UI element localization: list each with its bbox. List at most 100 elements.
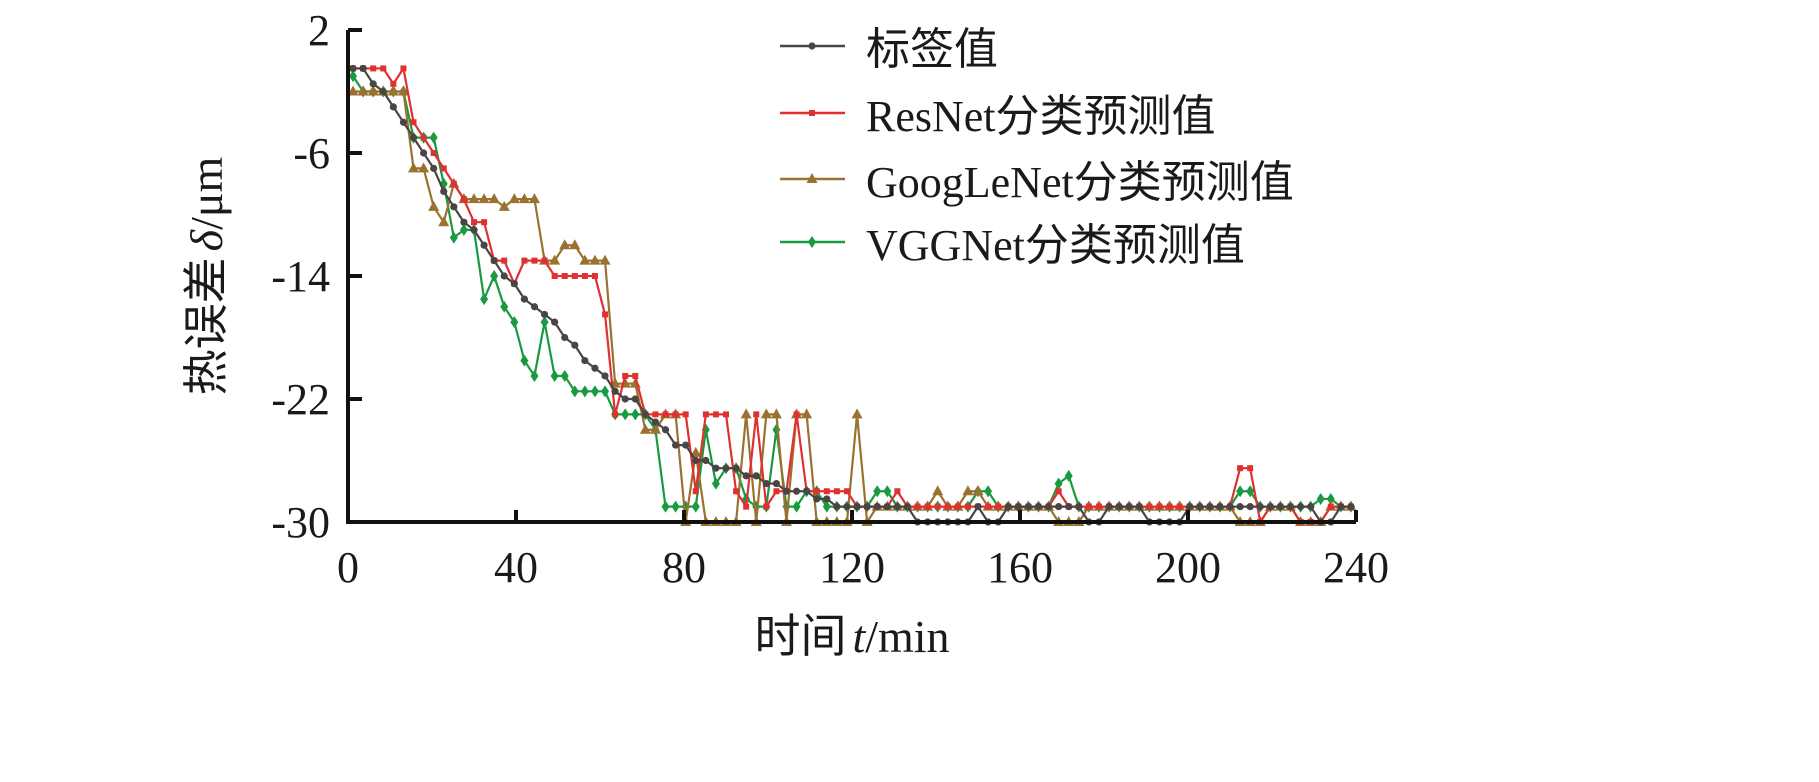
data-point — [893, 503, 901, 511]
data-point — [550, 369, 559, 382]
data-point — [570, 385, 579, 398]
data-point — [742, 472, 750, 480]
data-point — [530, 369, 539, 382]
data-point — [760, 408, 772, 419]
data-point — [1075, 503, 1083, 511]
data-point — [732, 464, 740, 472]
legend-label: GoogLeNet分类预测值 — [866, 158, 1294, 207]
data-point — [1014, 503, 1022, 511]
data-point — [480, 241, 488, 249]
x-tick-label: 160 — [987, 543, 1053, 592]
data-point — [621, 395, 629, 403]
data-point — [1276, 503, 1284, 511]
data-point — [1064, 469, 1073, 482]
data-point — [843, 488, 850, 495]
data-point — [450, 203, 458, 211]
data-point — [490, 270, 499, 282]
data-point — [370, 65, 377, 72]
data-point — [569, 239, 581, 250]
legend: 标签值 ResNet分类预测值 GoogLeNet分类预测值 VGGNet分类预测值 — [780, 25, 1294, 270]
data-point — [1347, 503, 1355, 511]
x-tick-label: 240 — [1323, 543, 1389, 592]
data-point — [571, 341, 579, 349]
legend-item: GoogLeNet分类预测值 — [780, 158, 1294, 207]
data-point — [1004, 503, 1012, 511]
data-point — [508, 193, 520, 204]
data-point — [808, 236, 816, 248]
data-point — [806, 173, 818, 183]
y-tick-label: -22 — [271, 375, 330, 424]
data-point — [459, 223, 468, 236]
data-point — [397, 85, 409, 96]
data-point — [561, 333, 569, 342]
data-point — [712, 464, 720, 472]
data-point — [380, 65, 387, 72]
data-point — [470, 226, 478, 234]
data-point — [1206, 503, 1214, 511]
data-point — [1316, 492, 1325, 505]
data-point — [500, 272, 508, 280]
data-point — [743, 503, 750, 510]
data-point — [440, 187, 448, 196]
data-point — [733, 488, 740, 495]
data-point — [1055, 488, 1062, 495]
data-point — [420, 134, 427, 141]
data-point — [672, 411, 679, 418]
data-point — [652, 411, 659, 418]
data-point — [530, 303, 539, 311]
data-point — [1186, 503, 1194, 511]
data-point — [559, 239, 571, 250]
data-point — [1246, 485, 1255, 498]
data-point — [964, 503, 971, 510]
data-point — [590, 385, 599, 398]
data-point — [349, 70, 358, 83]
data-point — [1236, 503, 1244, 511]
data-point — [813, 488, 820, 495]
data-point — [1286, 503, 1295, 511]
data-point — [972, 485, 984, 496]
data-point — [809, 110, 815, 116]
legend-label: VGGNet分类预测值 — [866, 221, 1245, 270]
data-point — [662, 411, 669, 418]
data-point — [611, 387, 619, 395]
data-point — [1326, 492, 1335, 505]
data-point — [823, 495, 831, 503]
data-point — [639, 423, 651, 434]
data-point — [460, 196, 467, 203]
data-point — [1256, 503, 1264, 511]
y-tick-label: -30 — [271, 498, 330, 547]
data-point — [1085, 503, 1092, 510]
data-point — [944, 503, 951, 510]
ticks: 0 40 80 120 160 200 240 2 -6 -14 -22 -30 — [271, 6, 1389, 592]
data-point — [430, 164, 438, 172]
data-point — [1327, 503, 1334, 510]
data-point — [528, 193, 540, 204]
data-point — [934, 503, 941, 510]
data-point — [440, 165, 447, 172]
data-point — [914, 503, 921, 510]
data-point — [661, 426, 670, 434]
data-point — [622, 372, 629, 379]
series-2 — [347, 85, 1357, 526]
data-point — [851, 408, 863, 419]
data-point — [449, 231, 458, 244]
data-point — [521, 257, 528, 264]
data-point — [390, 80, 397, 87]
data-point — [1176, 503, 1183, 510]
data-point — [450, 180, 457, 187]
data-point — [873, 485, 882, 498]
data-point — [808, 42, 816, 50]
series-layer — [347, 64, 1357, 526]
data-point — [1296, 503, 1305, 511]
data-point — [560, 369, 569, 382]
data-point — [801, 408, 813, 419]
data-point — [702, 411, 709, 418]
data-point — [641, 410, 649, 418]
data-point — [1135, 503, 1143, 511]
data-point — [591, 364, 599, 372]
data-point — [1226, 503, 1234, 511]
data-point — [601, 372, 609, 380]
data-point — [581, 273, 588, 279]
data-point — [843, 503, 851, 511]
data-point — [1196, 503, 1204, 511]
